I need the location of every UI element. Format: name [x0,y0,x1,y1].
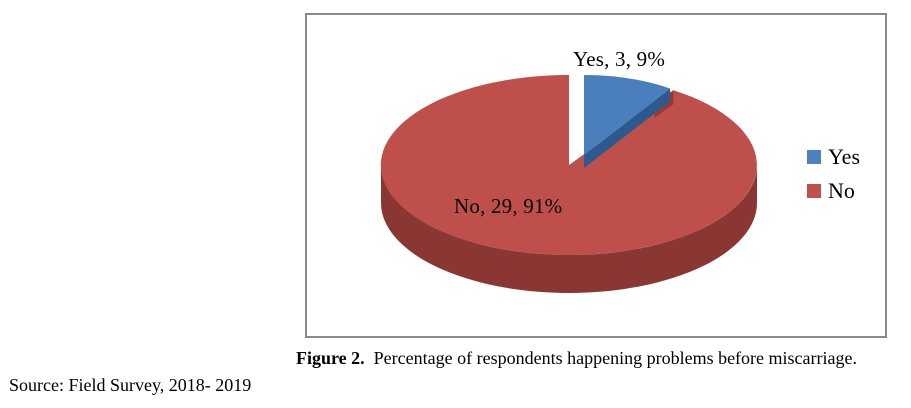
chart-legend: Yes No [807,144,860,204]
legend-entry-no: No [807,178,860,204]
figure-caption: Figure 2. Percentage of respondents happe… [296,347,857,369]
pie-slice-yes [584,75,671,155]
pie-label-no: No, 29, 91% [454,194,563,218]
source-note: Source: Field Survey, 2018- 2019 [9,375,252,395]
figure-caption-label: Figure 2. [296,348,365,368]
pie-chart [380,74,757,293]
pie-side-no [381,165,757,293]
figure-chart-box: Yes, 3, 9% No, 29, 91% Yes No [305,13,887,338]
pie-label-yes: Yes, 3, 9% [573,47,666,71]
pie-slice-no [380,74,757,255]
legend-entry-yes: Yes [807,144,860,170]
figure-caption-text: Percentage of respondents happening prob… [373,348,857,368]
legend-label-yes: Yes [828,144,861,169]
pie-facet-yes [584,88,671,168]
legend-label-no: No [828,178,855,203]
legend-swatch-yes-icon [807,150,821,164]
legend-swatch-no-icon [807,184,821,198]
